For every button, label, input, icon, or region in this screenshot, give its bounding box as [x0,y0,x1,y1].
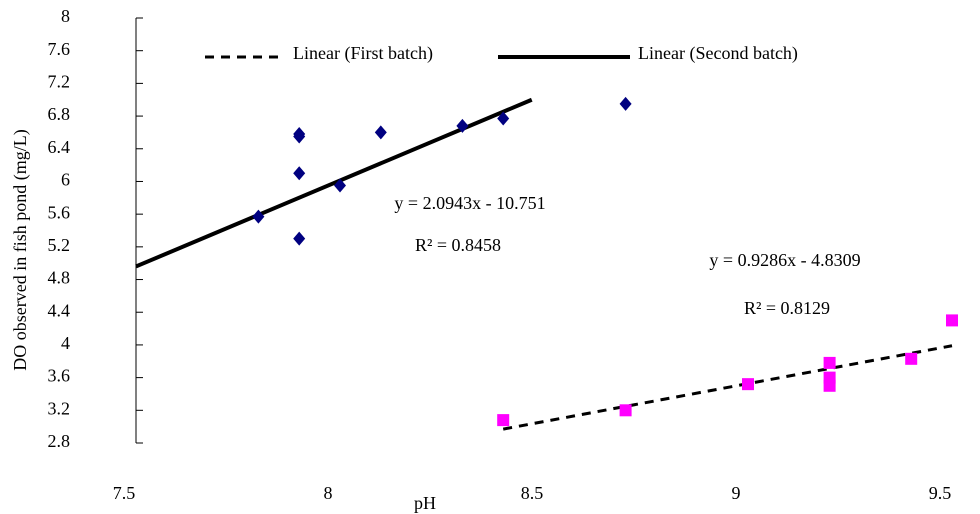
x-tick-label: 7.5 [113,483,136,503]
y-tick-label: 7.6 [48,39,71,59]
y-tick-label: 6 [61,170,70,190]
y-tick-label: 4.8 [48,268,71,288]
y-tick-label: 8 [61,6,70,26]
point [619,404,632,417]
point [946,314,958,327]
legend-label: Linear (First batch) [293,43,433,64]
y-axis-title: DO observed in fish pond (mg/L) [10,129,31,370]
point [905,352,918,365]
trend-line [502,344,953,431]
y-tick-label: 7.2 [48,72,71,92]
y-tick-label: 4 [61,333,70,353]
x-tick-label: 8.5 [521,483,544,503]
annotation: R² = 0.8129 [744,298,830,318]
y-tick-label: 6.4 [48,137,71,157]
x-tick-label: 8 [324,483,333,503]
annotation: y = 2.0943x - 10.751 [394,193,545,213]
point [497,111,510,126]
point [823,371,836,384]
x-tick-label: 9.5 [929,483,952,503]
point [823,356,836,369]
point [252,209,265,224]
point [293,166,306,181]
legend-label: Linear (Second batch) [638,43,798,64]
annotation: R² = 0.8458 [415,235,501,255]
y-tick-label: 6.8 [48,104,71,124]
point [374,125,387,140]
x-tick-label: 9 [732,483,741,503]
annotation: y = 0.9286x - 4.8309 [709,250,860,270]
point [293,127,306,142]
point [334,178,346,193]
y-tick-label: 5.2 [48,235,71,255]
y-tick-label: 5.6 [48,202,71,222]
x-axis-title: pH [414,493,436,513]
point [742,378,754,391]
y-tick-label: 2.8 [48,431,71,451]
y-tick-label: 4.4 [48,300,71,320]
y-tick-label: 3.2 [48,398,71,418]
point [497,414,510,427]
point [619,96,632,111]
y-tick-label: 3.6 [48,366,71,386]
point [293,231,306,246]
point [456,118,469,133]
